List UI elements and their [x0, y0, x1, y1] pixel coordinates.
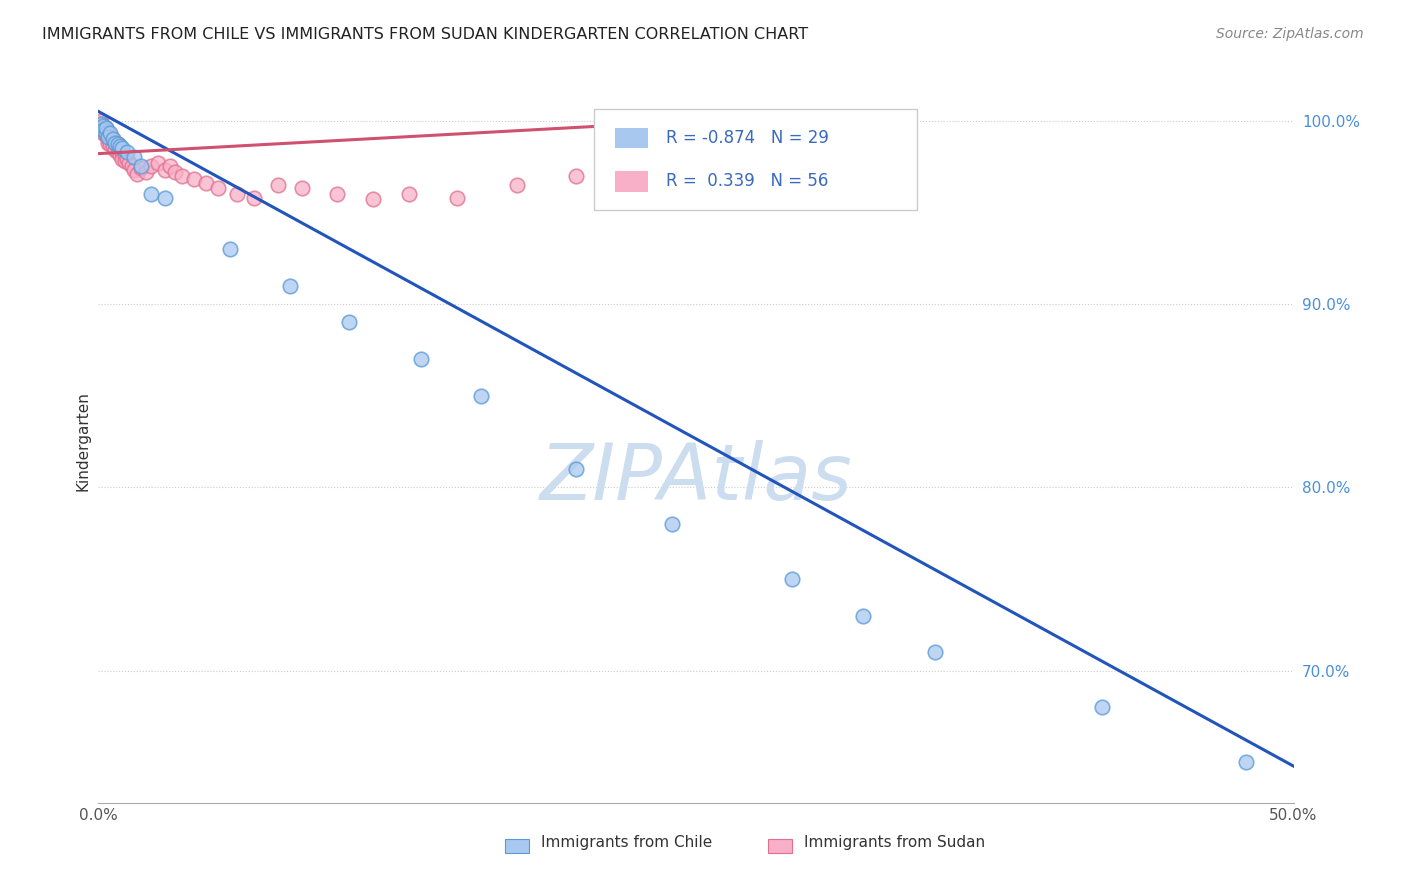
Text: Source: ZipAtlas.com: Source: ZipAtlas.com — [1216, 27, 1364, 41]
Point — [339, 315, 361, 329]
Point — [124, 163, 146, 178]
Point — [94, 120, 117, 135]
Point — [159, 160, 181, 174]
Point — [111, 145, 134, 159]
Point — [107, 137, 129, 152]
Point — [291, 181, 314, 195]
Point — [101, 132, 124, 146]
Point — [98, 134, 122, 148]
Point — [108, 141, 131, 155]
Point — [91, 119, 114, 133]
Point — [94, 125, 117, 139]
Point — [98, 137, 122, 152]
Point — [121, 160, 143, 174]
Point — [94, 120, 117, 135]
Point — [111, 141, 134, 155]
Point — [104, 136, 127, 150]
Point — [94, 128, 117, 143]
Point — [91, 127, 114, 141]
Y-axis label: Kindergarten: Kindergarten — [75, 392, 90, 491]
Point — [924, 645, 946, 659]
Point — [101, 139, 124, 153]
Point — [90, 117, 112, 131]
Point — [163, 165, 186, 179]
Point — [91, 123, 114, 137]
Point — [97, 130, 120, 145]
Point — [470, 389, 492, 403]
Point — [104, 143, 127, 157]
Point — [183, 172, 205, 186]
Point — [97, 130, 120, 145]
Point — [207, 181, 229, 195]
Point — [155, 191, 177, 205]
Point — [148, 156, 170, 170]
Text: ZIPAtlas: ZIPAtlas — [540, 440, 852, 516]
Point — [101, 132, 124, 146]
Point — [131, 160, 153, 174]
Point — [155, 163, 177, 178]
Point — [661, 517, 683, 532]
Point — [125, 167, 148, 181]
Bar — [614, 128, 648, 148]
Point — [226, 186, 249, 201]
Point — [852, 608, 875, 623]
Point — [91, 123, 114, 137]
Point — [780, 572, 803, 586]
Point — [118, 156, 141, 170]
Point — [135, 165, 157, 179]
Point — [108, 139, 131, 153]
Text: R =  0.339   N = 56: R = 0.339 N = 56 — [666, 172, 828, 190]
Point — [90, 113, 112, 128]
Point — [172, 169, 194, 183]
Point — [565, 169, 588, 183]
Point — [94, 127, 117, 141]
Text: Immigrants from Chile: Immigrants from Chile — [541, 835, 711, 850]
Point — [1234, 756, 1257, 770]
Point — [1091, 700, 1114, 714]
Point — [98, 128, 122, 143]
Point — [139, 186, 162, 201]
Point — [219, 242, 242, 256]
Point — [278, 278, 301, 293]
Point — [565, 462, 588, 476]
Point — [506, 178, 529, 192]
Point — [90, 117, 112, 131]
Point — [108, 148, 131, 162]
Point — [446, 191, 468, 205]
Point — [124, 150, 146, 164]
Point — [697, 150, 720, 164]
Point — [114, 148, 136, 162]
Point — [363, 193, 385, 207]
Point — [139, 160, 162, 174]
Point — [411, 351, 433, 366]
Point — [267, 178, 290, 192]
Point — [107, 137, 129, 152]
Point — [756, 141, 779, 155]
Point — [114, 153, 136, 168]
Bar — [505, 838, 529, 854]
Text: IMMIGRANTS FROM CHILE VS IMMIGRANTS FROM SUDAN KINDERGARTEN CORRELATION CHART: IMMIGRANTS FROM CHILE VS IMMIGRANTS FROM… — [42, 27, 808, 42]
FancyBboxPatch shape — [595, 109, 917, 211]
Text: R = -0.874   N = 29: R = -0.874 N = 29 — [666, 129, 830, 147]
Bar — [614, 171, 648, 192]
Point — [97, 132, 120, 146]
Bar — [768, 838, 792, 854]
Point — [828, 132, 851, 146]
Point — [98, 127, 122, 141]
Text: Immigrants from Sudan: Immigrants from Sudan — [804, 835, 984, 850]
Point — [115, 145, 138, 159]
Point — [91, 119, 114, 133]
Point — [107, 145, 129, 159]
Point — [195, 176, 218, 190]
Point — [243, 191, 266, 205]
Point — [637, 160, 659, 174]
Point — [131, 161, 153, 176]
Point — [326, 186, 349, 201]
Point — [97, 136, 120, 150]
Point — [111, 152, 134, 166]
Point — [115, 152, 138, 166]
Point — [398, 186, 420, 201]
Point — [104, 136, 127, 150]
